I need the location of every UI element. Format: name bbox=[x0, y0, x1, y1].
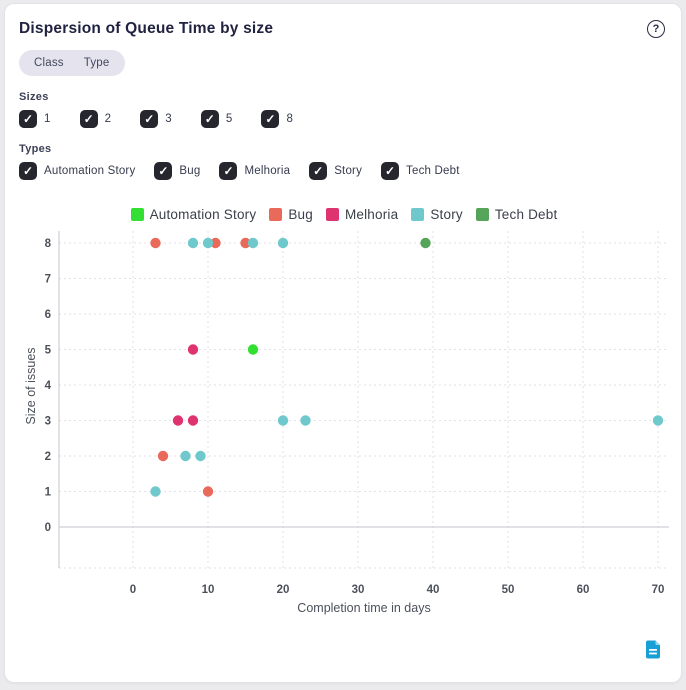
checkbox-checked-icon[interactable]: ✓ bbox=[19, 110, 37, 128]
legend-label: Tech Debt bbox=[494, 207, 558, 222]
svg-text:7: 7 bbox=[45, 274, 51, 286]
filter-checkbox-item[interactable]: ✓ 1 bbox=[19, 110, 51, 128]
svg-text:3: 3 bbox=[45, 416, 51, 428]
legend-item[interactable]: Story bbox=[411, 207, 463, 222]
checkbox-checked-icon[interactable]: ✓ bbox=[309, 162, 328, 180]
checkbox-label: 8 bbox=[286, 113, 294, 125]
svg-text:20: 20 bbox=[277, 584, 290, 596]
export-row bbox=[645, 640, 661, 659]
filter-checkbox-item[interactable]: ✓ Automation Story bbox=[19, 162, 135, 180]
svg-text:5: 5 bbox=[45, 345, 52, 357]
card-header: Dispersion of Queue Time by size ? bbox=[5, 4, 681, 38]
export-report-icon[interactable] bbox=[645, 640, 661, 659]
svg-text:1: 1 bbox=[45, 487, 52, 499]
checkbox-label: Automation Story bbox=[44, 165, 136, 177]
filter-checkbox-item[interactable]: ✓ 8 bbox=[261, 110, 293, 128]
legend-swatch-icon bbox=[325, 208, 339, 221]
checkbox-checked-icon[interactable]: ✓ bbox=[140, 110, 159, 128]
legend-label: Automation Story bbox=[149, 207, 257, 222]
toggle-option-class[interactable]: Class bbox=[34, 57, 64, 69]
legend-swatch-icon bbox=[130, 208, 144, 221]
svg-text:8: 8 bbox=[45, 238, 52, 250]
checkbox-checked-icon[interactable]: ✓ bbox=[79, 110, 98, 128]
filter-checkbox-item[interactable]: ✓ Bug bbox=[154, 162, 200, 180]
checkbox-checked-icon[interactable]: ✓ bbox=[19, 162, 37, 180]
checkbox-label: 5 bbox=[225, 113, 233, 125]
legend-swatch-icon bbox=[475, 208, 489, 221]
class-type-toggle[interactable]: Class Type bbox=[19, 50, 125, 76]
legend-item[interactable]: Bug bbox=[269, 207, 313, 222]
svg-text:30: 30 bbox=[352, 584, 365, 596]
filter-checkbox-item[interactable]: ✓ Tech Debt bbox=[381, 162, 460, 180]
filter-checkbox-item[interactable]: ✓ 3 bbox=[140, 110, 172, 128]
filter-checkbox-item[interactable]: ✓ 2 bbox=[79, 110, 112, 128]
sizes-checkbox-row: ✓ 1 ✓ 2 ✓ 3 ✓ 5 ✓ 8 bbox=[19, 110, 681, 128]
svg-text:4: 4 bbox=[45, 380, 52, 392]
sizes-group-label: Sizes bbox=[19, 91, 49, 103]
filter-checkbox-item[interactable]: ✓ Melhoria bbox=[219, 162, 290, 180]
checkbox-checked-icon[interactable]: ✓ bbox=[381, 162, 400, 180]
checkbox-label: Tech Debt bbox=[406, 165, 460, 177]
legend-label: Bug bbox=[288, 207, 313, 222]
legend-label: Melhoria bbox=[344, 207, 399, 222]
checkbox-label: Bug bbox=[179, 165, 201, 177]
checkbox-checked-icon[interactable]: ✓ bbox=[219, 162, 238, 180]
svg-text:50: 50 bbox=[502, 584, 515, 596]
legend-item[interactable]: Automation Story bbox=[130, 207, 257, 222]
help-icon[interactable]: ? bbox=[647, 20, 665, 38]
chart-legend: Automation Story Bug Melhoria Story Tech… bbox=[5, 207, 683, 222]
svg-text:70: 70 bbox=[652, 584, 665, 596]
filter-checkbox-item[interactable]: ✓ 5 bbox=[200, 110, 233, 128]
legend-item[interactable]: Tech Debt bbox=[475, 207, 558, 222]
checkbox-label: 1 bbox=[44, 113, 51, 125]
filter-checkbox-item[interactable]: ✓ Story bbox=[309, 162, 362, 180]
checkbox-label: 2 bbox=[104, 113, 112, 125]
legend-item[interactable]: Melhoria bbox=[325, 207, 399, 222]
svg-text:Completion time in days: Completion time in days bbox=[297, 601, 430, 615]
checkbox-label: Story bbox=[334, 165, 363, 177]
svg-text:0: 0 bbox=[130, 584, 136, 596]
types-group-label: Types bbox=[19, 143, 52, 155]
checkbox-label: 3 bbox=[165, 113, 172, 125]
svg-text:40: 40 bbox=[427, 584, 440, 596]
checkbox-checked-icon[interactable]: ✓ bbox=[261, 110, 280, 128]
checkbox-checked-icon[interactable]: ✓ bbox=[200, 110, 219, 128]
dashboard-card: Dispersion of Queue Time by size ? Class… bbox=[4, 3, 682, 683]
legend-swatch-icon bbox=[269, 208, 283, 221]
types-checkbox-row: ✓ Automation Story ✓ Bug ✓ Melhoria ✓ St… bbox=[19, 162, 681, 180]
legend-swatch-icon bbox=[411, 208, 425, 221]
svg-text:60: 60 bbox=[577, 584, 590, 596]
checkbox-checked-icon[interactable]: ✓ bbox=[154, 162, 173, 180]
page-title: Dispersion of Queue Time by size bbox=[19, 20, 274, 37]
legend-label: Story bbox=[430, 207, 463, 222]
checkbox-label: Melhoria bbox=[244, 165, 291, 177]
svg-text:2: 2 bbox=[45, 451, 51, 463]
svg-text:6: 6 bbox=[45, 309, 51, 321]
svg-text:10: 10 bbox=[202, 584, 215, 596]
svg-text:0: 0 bbox=[45, 522, 51, 534]
toggle-option-type[interactable]: Type bbox=[83, 57, 110, 69]
scatter-chart: 0 10 20 30 40 50 60 70 0 1 2 3 4 5 6 7 8 Completion time … bbox=[24, 231, 669, 615]
chart-section: Automation Story Bug Melhoria Story Tech… bbox=[5, 182, 683, 642]
svg-text:Size of issues: Size of issues bbox=[24, 347, 38, 424]
